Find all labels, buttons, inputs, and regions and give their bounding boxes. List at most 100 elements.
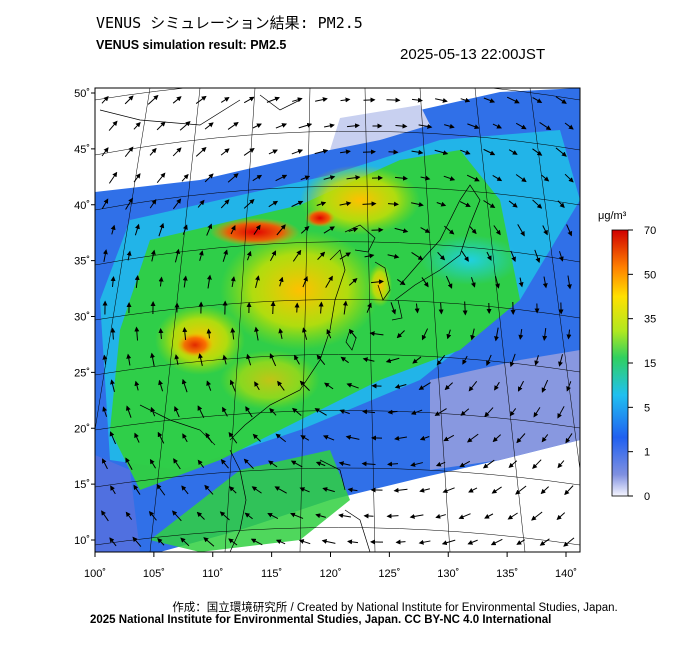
wind-arrow <box>418 123 433 129</box>
wind-arrow <box>342 300 348 315</box>
wind-arrow <box>172 147 182 157</box>
title-japanese: VENUS シミュレーション結果: PM2.5 <box>96 14 363 32</box>
wind-arrow <box>222 249 228 262</box>
wind-arrow <box>557 460 565 469</box>
wind-arrow <box>291 200 304 208</box>
wind-arrow <box>443 175 456 181</box>
wind-arrow <box>125 457 133 470</box>
wind-arrow <box>300 225 310 234</box>
wind-arrow <box>230 225 236 235</box>
wind-arrow <box>483 97 496 103</box>
wind-arrow <box>324 382 334 390</box>
wind-arrow <box>437 251 446 261</box>
wind-arrow <box>251 486 262 494</box>
wind-arrow <box>181 173 189 182</box>
wind-arrow <box>411 97 423 103</box>
wind-arrow <box>180 537 190 547</box>
wind-arrow <box>206 223 213 236</box>
wind-arrow <box>278 328 284 339</box>
wind-arrow <box>458 513 471 520</box>
wind-arrow <box>412 356 422 364</box>
wind-arrow <box>147 94 159 105</box>
wind-arrow <box>174 248 181 263</box>
wind-arrow <box>300 435 310 441</box>
wind-arrow <box>298 539 311 545</box>
wind-arrow <box>418 539 431 545</box>
wind-arrow <box>220 148 230 156</box>
wind-arrow <box>315 513 326 519</box>
wind-arrow <box>101 510 109 522</box>
wind-arrow <box>386 97 401 103</box>
wind-arrow <box>418 382 431 390</box>
wind-arrow <box>387 253 400 259</box>
wind-arrow <box>275 123 288 129</box>
wind-arrow <box>198 250 204 261</box>
wind-arrow <box>125 511 133 520</box>
wind-arrow <box>150 406 156 417</box>
wind-arrow <box>182 433 188 443</box>
wind-arrow <box>348 278 358 286</box>
wind-arrow <box>267 512 279 520</box>
wind-arrow <box>508 460 518 468</box>
wind-arrow <box>182 275 188 288</box>
wind-arrow <box>532 148 543 156</box>
wind-arrow <box>254 326 260 341</box>
wind-arrow <box>274 486 287 494</box>
lon-tick-label: 100˚ <box>84 568 106 580</box>
wind-arrow <box>468 487 478 493</box>
wind-arrow <box>339 201 352 207</box>
wind-arrow <box>101 95 109 104</box>
wind-arrow <box>219 511 230 521</box>
wind-arrow <box>564 122 574 130</box>
wind-arrow <box>557 200 565 208</box>
colorbar-tick-label: 50 <box>644 269 656 281</box>
wind-arrow <box>516 433 526 444</box>
wind-arrow <box>394 175 408 181</box>
wind-arrow <box>101 198 109 210</box>
wind-arrow <box>468 380 478 392</box>
wind-arrow <box>506 96 520 104</box>
wind-arrow <box>532 199 543 209</box>
wind-arrow <box>517 224 525 237</box>
wind-arrow <box>411 149 424 155</box>
wind-arrow <box>252 433 261 442</box>
wind-arrow <box>181 485 189 495</box>
wind-arrow <box>269 250 277 262</box>
wind-arrow <box>206 328 212 339</box>
wind-arrow <box>409 513 424 519</box>
wind-arrow <box>125 197 133 210</box>
wind-arrow <box>410 462 423 467</box>
wind-arrow <box>318 301 324 314</box>
wind-arrow <box>182 224 188 235</box>
wind-arrow <box>491 486 502 494</box>
wind-arrow <box>541 379 549 393</box>
wind-arrow <box>149 458 157 469</box>
wind-arrow <box>444 382 453 391</box>
wind-arrow <box>493 225 501 236</box>
wind-arrow <box>245 406 253 418</box>
wind-arrow <box>134 432 140 443</box>
wind-arrow <box>227 122 239 130</box>
wind-arrow <box>558 354 564 367</box>
wind-arrow <box>250 538 263 546</box>
wind-arrow <box>339 149 351 155</box>
lat-tick-label: 35˚ <box>74 256 90 268</box>
wind-arrow <box>387 461 399 467</box>
wind-arrow <box>370 279 384 285</box>
wind-arrow <box>102 458 108 470</box>
wind-arrow <box>532 459 542 470</box>
wind-arrow <box>466 174 480 182</box>
wind-arrow <box>108 171 118 184</box>
wind-arrow <box>339 252 351 260</box>
lon-tick-label: 115˚ <box>261 568 282 580</box>
wind-arrow <box>394 435 408 441</box>
wind-arrow <box>203 537 215 547</box>
wind-arrow <box>563 537 575 547</box>
wind-arrow <box>410 409 423 415</box>
wind-arrow <box>268 460 278 468</box>
colorbar <box>611 229 629 497</box>
wind-arrow <box>469 226 477 235</box>
wind-arrow <box>157 537 165 546</box>
colorbar-ticks: 70 50 35 15 5 1 0 <box>628 225 656 503</box>
wind-arrow <box>396 330 405 339</box>
